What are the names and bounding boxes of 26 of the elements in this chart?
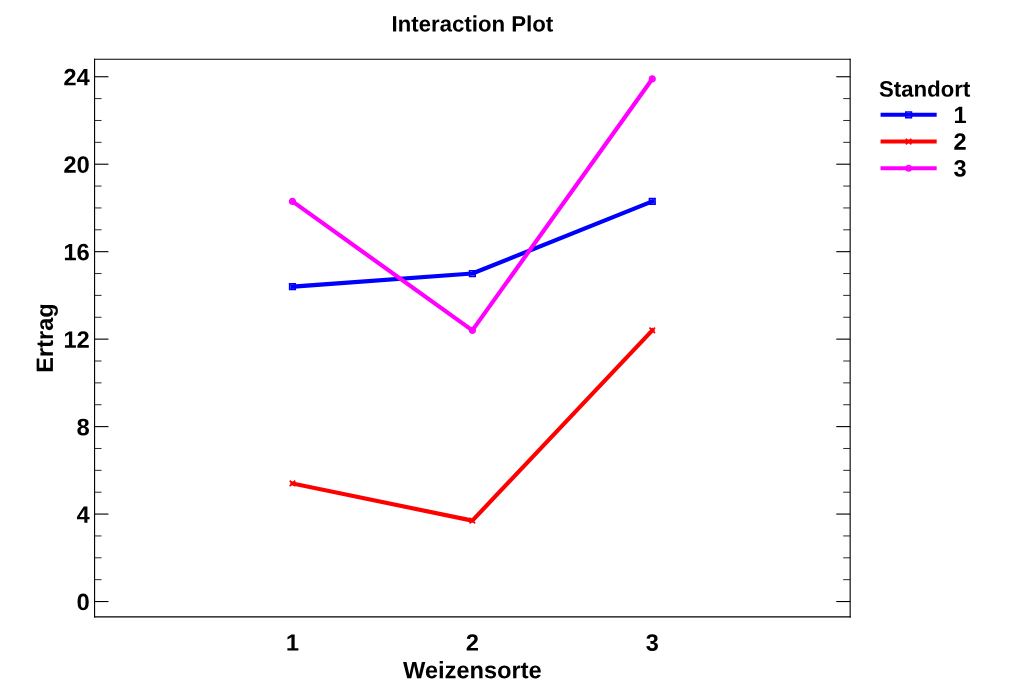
y-tick-label: 0 — [77, 593, 89, 611]
point — [288, 283, 297, 291]
point — [468, 517, 476, 525]
y-tick-label: 24 — [64, 68, 90, 86]
chart-title: Interaction Plot — [392, 15, 553, 32]
point — [648, 75, 656, 83]
point — [468, 326, 476, 335]
y-tick-label: 16 — [64, 243, 89, 261]
y-tick-label: 12 — [64, 331, 89, 348]
legend-label: 3 — [954, 160, 966, 177]
point — [648, 197, 656, 205]
point — [468, 269, 476, 278]
point — [288, 197, 297, 205]
x-axis-title: Weizensorte — [403, 661, 541, 679]
x-tick-label: 3 — [646, 634, 658, 651]
point — [648, 326, 656, 335]
legend-title: Standort — [879, 80, 971, 97]
y-axis-title: Ertrag — [36, 304, 58, 372]
y-tick-label: 4 — [76, 506, 90, 523]
x-tick-label: 2 — [466, 634, 478, 651]
point — [288, 479, 297, 488]
legend-label: 2 — [954, 133, 966, 150]
y-tick-label: 8 — [77, 418, 89, 436]
x-tick-label: 1 — [287, 634, 299, 651]
legend-label: 1 — [954, 106, 966, 124]
y-tick-label: 20 — [64, 156, 89, 173]
